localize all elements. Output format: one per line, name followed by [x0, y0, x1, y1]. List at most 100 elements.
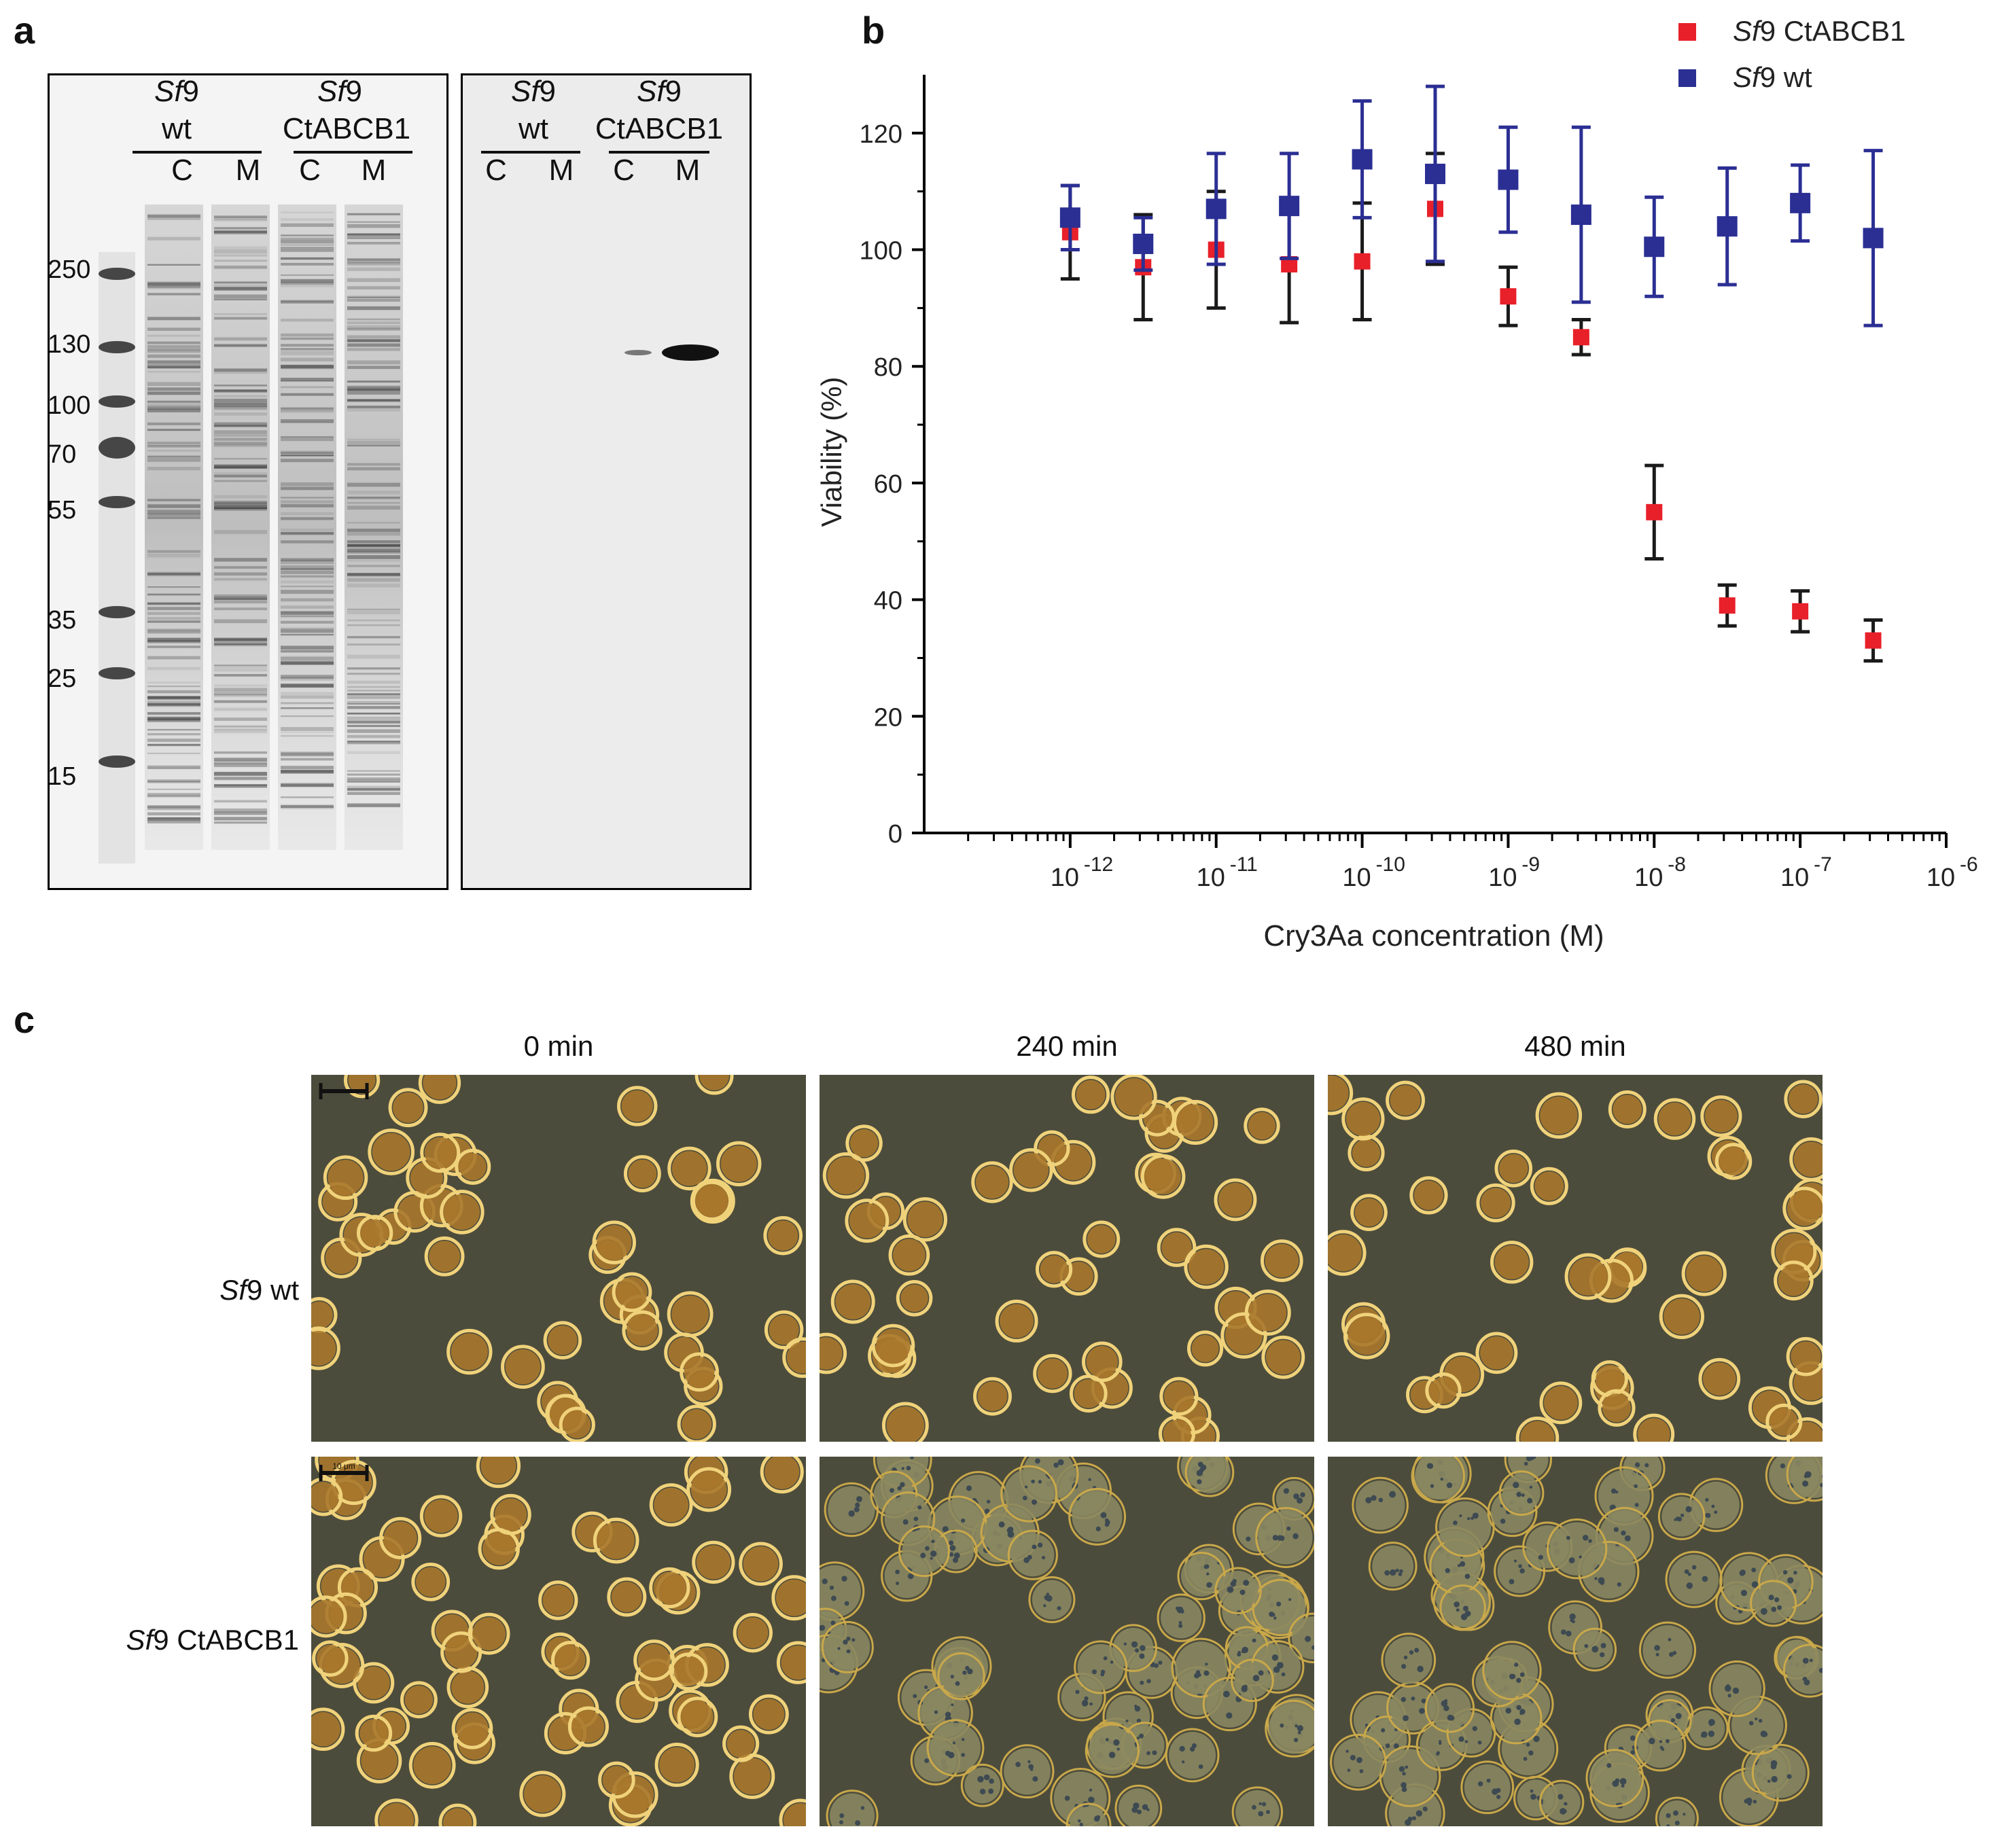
- gel-band: [214, 594, 267, 597]
- gel-band: [147, 690, 200, 694]
- granule: [945, 1750, 951, 1756]
- gel-band: [214, 607, 267, 611]
- y-tick-label: 20: [874, 703, 902, 732]
- cell: [682, 1408, 712, 1440]
- gel-band: [147, 630, 200, 634]
- cell: [1355, 1480, 1405, 1530]
- gel-band: [214, 700, 267, 703]
- cell: [611, 1581, 642, 1612]
- gel-band: [281, 452, 334, 454]
- gel-band: [281, 365, 334, 370]
- gel-band: [281, 707, 334, 709]
- gel-band: [281, 751, 334, 755]
- gel-band: [281, 274, 334, 277]
- gel-band: [147, 793, 200, 797]
- granule: [1100, 1669, 1106, 1675]
- cell-halo: [1157, 1228, 1197, 1267]
- cell-halo: [716, 1141, 762, 1187]
- cell-halo: [1244, 1289, 1291, 1336]
- data-point: [1644, 236, 1665, 257]
- gel-band: [281, 364, 334, 368]
- cell-halo: [1381, 1633, 1437, 1688]
- gel-group-right-sub: CtABCB1: [282, 112, 411, 145]
- x-tick-label: 10: [1488, 864, 1517, 892]
- legend-entry: Sf9 wt: [1733, 61, 1812, 93]
- gel-band: [281, 450, 334, 455]
- gel-band: [281, 605, 334, 609]
- granule: [1624, 1535, 1631, 1542]
- gel-band: [147, 593, 200, 596]
- granule: [1677, 1516, 1682, 1522]
- granule: [1744, 1798, 1749, 1804]
- granule: [1519, 1672, 1525, 1677]
- gel-band: [214, 502, 267, 506]
- granule: [1206, 1572, 1210, 1576]
- cell-halo: [1184, 1457, 1235, 1497]
- gel-band: [347, 787, 400, 791]
- granule: [1758, 1719, 1763, 1723]
- cell-halo: [1082, 1341, 1123, 1383]
- x-tick-label: 10: [1780, 864, 1809, 892]
- granule: [1760, 1607, 1767, 1615]
- cell: [1191, 1334, 1219, 1362]
- gel-band: [281, 731, 334, 733]
- granule: [1359, 1769, 1364, 1773]
- granule: [1395, 1568, 1399, 1573]
- cell-halo: [1186, 1330, 1224, 1367]
- granule: [977, 1775, 984, 1783]
- granule: [1526, 1742, 1530, 1747]
- gel-band: [147, 766, 200, 769]
- legend-swatch: [1678, 23, 1696, 41]
- gel-band: [347, 497, 400, 499]
- granule: [1116, 1747, 1120, 1751]
- gel-band: [147, 808, 200, 811]
- gel-band: [347, 261, 400, 264]
- cell: [835, 1284, 871, 1320]
- cell: [1498, 1154, 1528, 1184]
- western-blot: [461, 73, 752, 890]
- cell: [743, 1546, 779, 1582]
- cell-halo: [1750, 1580, 1797, 1627]
- granule: [1103, 1656, 1108, 1660]
- cell-halo: [1110, 1075, 1157, 1120]
- gel-band: [347, 729, 400, 733]
- cell: [830, 1793, 875, 1826]
- granule: [1276, 1601, 1282, 1607]
- cell-halo: [1634, 1720, 1687, 1772]
- cell: [379, 1802, 415, 1826]
- granule: [1464, 1610, 1471, 1617]
- gel-band: [214, 811, 267, 815]
- granule: [965, 1666, 970, 1671]
- blot-group-left-sub: wt: [518, 112, 548, 145]
- gel-band: [347, 388, 400, 391]
- blot-group-left-title: Sf9: [510, 75, 557, 108]
- gel-band: [214, 267, 267, 270]
- gel-band: [281, 393, 334, 396]
- cell: [1390, 1085, 1421, 1116]
- cell: [1218, 1182, 1252, 1217]
- gel-band: [147, 780, 200, 783]
- gel-band: [281, 319, 334, 322]
- gel-band: [281, 223, 334, 227]
- cell: [753, 1699, 785, 1730]
- granule: [1027, 1760, 1031, 1764]
- cell: [1642, 1625, 1693, 1675]
- cell: [1502, 1474, 1541, 1512]
- cell-halo: [1352, 1476, 1409, 1534]
- gel-band: [214, 395, 267, 397]
- granule: [1524, 1461, 1528, 1466]
- gel-band: [281, 281, 334, 283]
- cell-halo: [1482, 1641, 1542, 1701]
- granule: [855, 1820, 861, 1826]
- cell: [1258, 1510, 1313, 1565]
- gel-band: [147, 403, 200, 407]
- gel-band: [347, 770, 400, 772]
- granule: [1131, 1807, 1138, 1813]
- granule: [1136, 1737, 1140, 1740]
- granule: [1081, 1700, 1089, 1707]
- granule: [925, 1546, 930, 1551]
- gel-band: [147, 217, 200, 220]
- granule: [1436, 1751, 1440, 1755]
- cell-halo: [1035, 1251, 1073, 1288]
- gel-band: [214, 644, 267, 647]
